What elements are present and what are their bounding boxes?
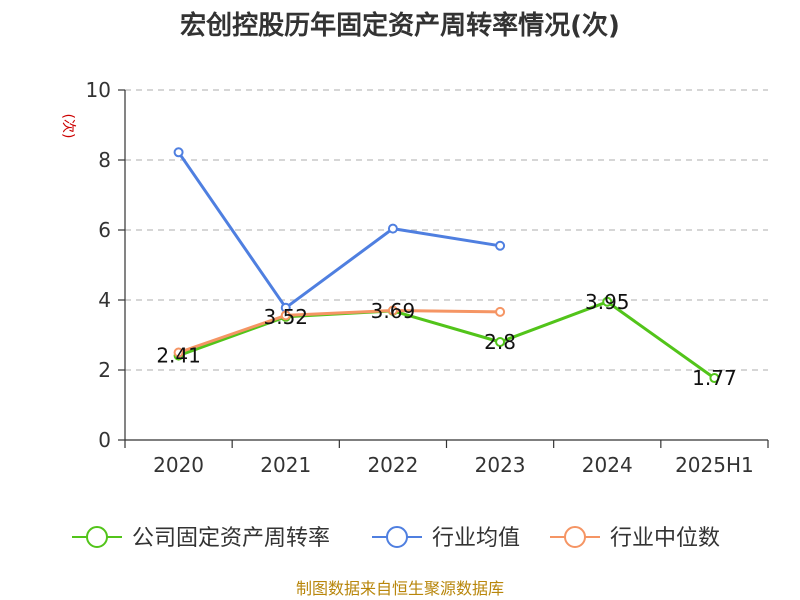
data-point	[173, 347, 184, 358]
chart-title: 宏创控股历年固定资产周转率情况(次)	[180, 10, 620, 41]
series-line	[178, 309, 501, 354]
y-tick-label: 6	[98, 218, 111, 242]
legend-label: 行业均值	[432, 526, 520, 551]
data-point	[173, 147, 184, 158]
legend-label: 行业中位数	[610, 526, 720, 551]
data-point	[495, 337, 506, 347]
data-label: 2.8	[484, 330, 516, 354]
data-label: 3.69	[371, 299, 416, 323]
y-axis-unit: (次)	[60, 114, 76, 139]
x-tick-label: 2020	[153, 453, 204, 477]
series-line	[177, 151, 501, 310]
series	[173, 147, 720, 384]
data-point	[387, 223, 398, 234]
data-point	[709, 373, 720, 384]
y-tick-label: 8	[98, 148, 111, 172]
legend-swatch-marker	[564, 526, 586, 548]
data-label: 2.41	[156, 344, 201, 368]
x-tick-label: 2024	[582, 453, 633, 477]
data-point	[387, 305, 398, 316]
legend-swatch-marker	[386, 526, 408, 548]
data-label: 3.95	[585, 290, 630, 314]
source-note: 制图数据来自恒生聚源数据库	[296, 579, 504, 598]
y-tick-label: 0	[98, 428, 111, 452]
series-line	[178, 300, 716, 380]
axes: 0 2 4 6 8 10 2020 2021 2022 2023 2024 2025H1	[86, 78, 769, 477]
data-point	[495, 306, 506, 317]
legend-label: 公司固定资产周转率	[132, 526, 330, 551]
x-tick-label: 2023	[475, 453, 526, 477]
data-point	[280, 310, 291, 321]
data-point	[602, 296, 613, 307]
data-labels: 2.41 3.52 3.69 2.8 3.95 1.77	[156, 290, 736, 390]
grid	[125, 89, 768, 371]
legend-swatch-marker	[86, 526, 108, 548]
y-tick-label: 4	[98, 288, 111, 312]
y-tick-label: 10	[86, 78, 111, 102]
x-tick-label: 2025H1	[675, 453, 754, 477]
x-tick-label: 2021	[260, 453, 311, 477]
legend: 公司固定资产周转率 行业均值 行业中位数	[72, 526, 720, 551]
data-label: 3.52	[263, 305, 308, 329]
y-tick-label: 2	[98, 358, 111, 382]
x-tick-label: 2022	[367, 453, 418, 477]
data-point	[495, 240, 506, 251]
data-label: 1.77	[692, 366, 737, 390]
